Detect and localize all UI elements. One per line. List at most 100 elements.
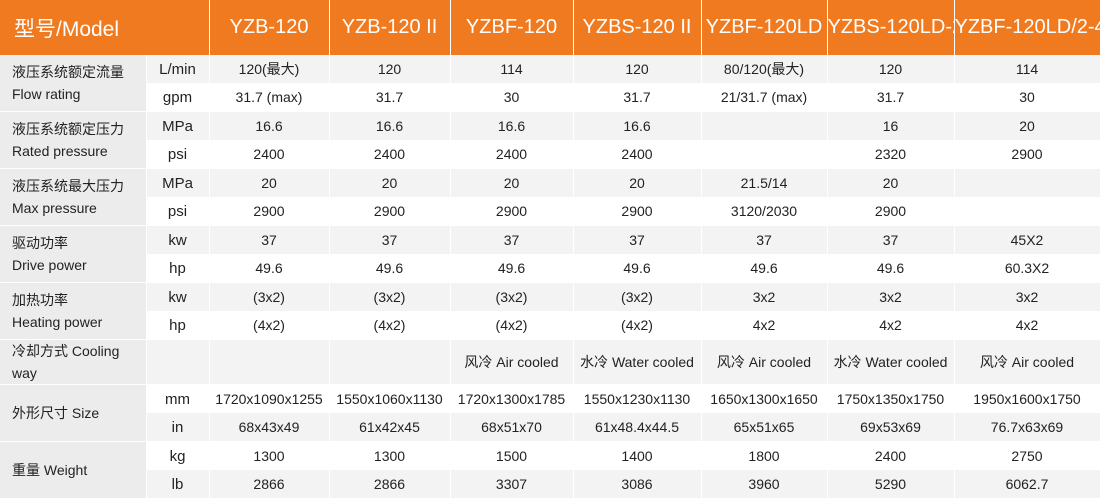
value-cell: 2750 xyxy=(954,442,1100,471)
value-cell: 20 xyxy=(573,169,701,198)
parameter-label-line: Heating power xyxy=(12,311,146,333)
value-cell: 2866 xyxy=(329,470,450,498)
parameter-label-line: 冷却方式 Cooling way xyxy=(12,340,146,384)
value-cell: 65x51x65 xyxy=(701,413,827,442)
value-cell: 5290 xyxy=(827,470,954,498)
value-cell: 3x2 xyxy=(954,283,1100,312)
model-header: YZBF-120LD xyxy=(701,0,827,55)
value-cell xyxy=(701,112,827,141)
unit-cell: kw xyxy=(146,283,209,312)
model-header: YZB-120 xyxy=(209,0,329,55)
value-cell: 2400 xyxy=(827,442,954,471)
value-cell: 16.6 xyxy=(573,112,701,141)
value-cell: (3x2) xyxy=(329,283,450,312)
value-cell: 3307 xyxy=(450,470,573,498)
value-cell: 37 xyxy=(827,226,954,255)
value-cell: 60.3X2 xyxy=(954,254,1100,283)
value-cell: 20 xyxy=(329,169,450,198)
value-cell: 37 xyxy=(701,226,827,255)
unit-cell: lb xyxy=(146,470,209,498)
value-cell: 水冷 Water cooled xyxy=(573,340,701,385)
model-header: YZBS-120 II xyxy=(573,0,701,55)
value-cell: 49.6 xyxy=(329,254,450,283)
value-cell: 3x2 xyxy=(701,283,827,312)
value-cell: 风冷 Air cooled xyxy=(450,340,573,385)
value-cell: 1500 xyxy=(450,442,573,471)
value-cell: 61x48.4x44.5 xyxy=(573,413,701,442)
value-cell: 2400 xyxy=(329,140,450,169)
value-cell: 31.7 xyxy=(827,83,954,112)
parameter-label-line: 液压系统额定流量 xyxy=(12,61,146,83)
value-cell: 16 xyxy=(827,112,954,141)
value-cell: 30 xyxy=(954,83,1100,112)
value-cell: 3120/2030 xyxy=(701,197,827,226)
value-cell: 21.5/14 xyxy=(701,169,827,198)
value-cell: 31.7 xyxy=(573,83,701,112)
value-cell: 120 xyxy=(329,55,450,83)
value-cell: 45X2 xyxy=(954,226,1100,255)
value-cell: 120 xyxy=(827,55,954,83)
value-cell: 2900 xyxy=(329,197,450,226)
value-cell: 2900 xyxy=(573,197,701,226)
unit-cell: hp xyxy=(146,311,209,340)
value-cell: (3x2) xyxy=(450,283,573,312)
value-cell: 76.7x63x69 xyxy=(954,413,1100,442)
unit-cell: kg xyxy=(146,442,209,471)
model-header: YZBF-120LD/2-4 xyxy=(954,0,1100,55)
value-cell: 69x53x69 xyxy=(827,413,954,442)
value-cell: 114 xyxy=(450,55,573,83)
parameter-label-line: 液压系统额定压力 xyxy=(12,118,146,140)
parameter-label: 冷却方式 Cooling way xyxy=(0,340,146,385)
value-cell: 20 xyxy=(450,169,573,198)
header-row: 型号/Model YZB-120 YZB-120 II YZBF-120 YZB… xyxy=(0,0,1100,55)
value-cell: 2866 xyxy=(209,470,329,498)
parameter-label: 重量 Weight xyxy=(0,442,146,498)
parameter-label-line: Max pressure xyxy=(12,197,146,219)
value-cell: 30 xyxy=(450,83,573,112)
value-cell: 风冷 Air cooled xyxy=(701,340,827,385)
unit-cell: L/min xyxy=(146,55,209,83)
value-cell: 20 xyxy=(209,169,329,198)
value-cell: 1300 xyxy=(329,442,450,471)
value-cell: 2900 xyxy=(450,197,573,226)
value-cell: 2900 xyxy=(827,197,954,226)
unit-cell xyxy=(146,340,209,385)
value-cell: 2320 xyxy=(827,140,954,169)
model-header: YZBF-120 xyxy=(450,0,573,55)
value-cell xyxy=(701,140,827,169)
value-cell: 2400 xyxy=(209,140,329,169)
value-cell: 120(最大) xyxy=(209,55,329,83)
parameter-label-line: Flow rating xyxy=(12,83,146,105)
value-cell: 49.6 xyxy=(209,254,329,283)
parameter-label-line: 加热功率 xyxy=(12,289,146,311)
unit-cell: hp xyxy=(146,254,209,283)
value-cell: 21/31.7 (max) xyxy=(701,83,827,112)
unit-cell: mm xyxy=(146,385,209,414)
value-cell: 3x2 xyxy=(827,283,954,312)
value-cell: 1750x1350x1750 xyxy=(827,385,954,414)
value-cell: 20 xyxy=(827,169,954,198)
value-cell: 80/120(最大) xyxy=(701,55,827,83)
value-cell: 49.6 xyxy=(701,254,827,283)
model-header: YZBS-120LD-2 xyxy=(827,0,954,55)
parameter-label-line: 驱动功率 xyxy=(12,232,146,254)
parameter-label-line: 外形尺寸 Size xyxy=(12,402,146,424)
value-cell: 1550x1230x1130 xyxy=(573,385,701,414)
value-cell: 6062.7 xyxy=(954,470,1100,498)
value-cell: (4x2) xyxy=(450,311,573,340)
value-cell xyxy=(954,169,1100,198)
value-cell: 49.6 xyxy=(573,254,701,283)
unit-cell: MPa xyxy=(146,112,209,141)
value-cell: 1720x1300x1785 xyxy=(450,385,573,414)
